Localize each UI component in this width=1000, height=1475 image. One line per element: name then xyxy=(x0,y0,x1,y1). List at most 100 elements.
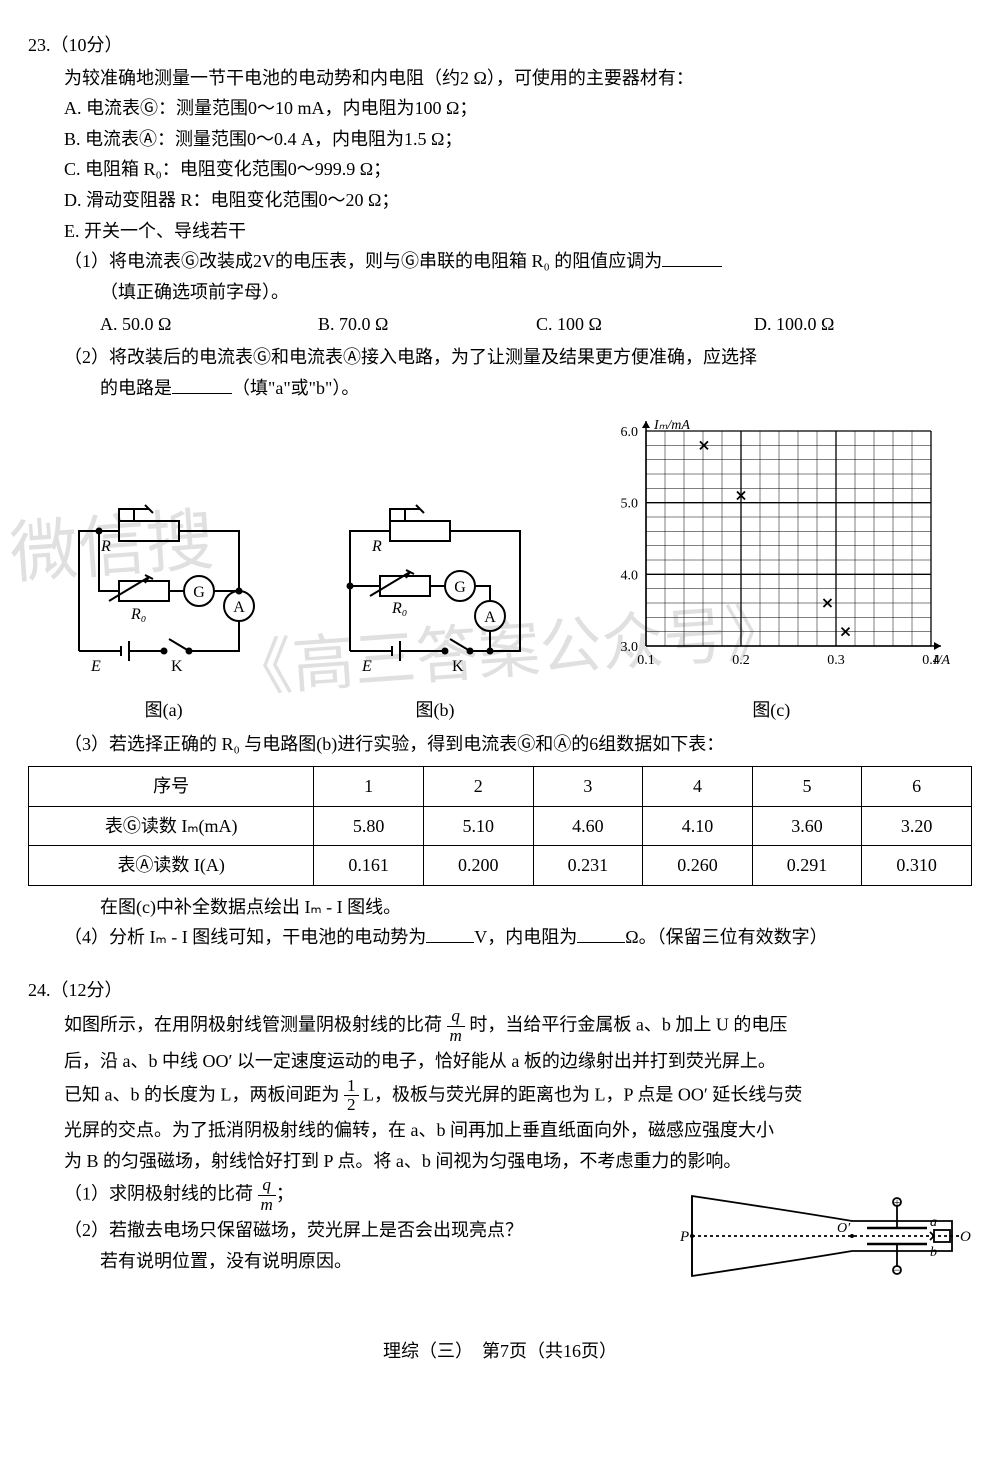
svg-text:G: G xyxy=(193,584,205,601)
opt-d: D. 100.0 Ω xyxy=(754,309,972,340)
q23-p1-options: A. 50.0 Ω B. 70.0 Ω C. 100 Ω D. 100.0 Ω xyxy=(28,309,972,340)
th3: 3 xyxy=(533,766,643,806)
figure-b: G A R R₀ E K 图(b) xyxy=(320,491,550,725)
label-R-b: R xyxy=(371,538,382,555)
label-K-a: K xyxy=(171,658,183,675)
r1c4: 4.10 xyxy=(643,806,753,846)
q23-p2-cont: 的电路是 （填"a"或"b"）。 xyxy=(28,373,972,404)
svg-text:+: + xyxy=(894,1195,901,1209)
frac-qm-1: qm xyxy=(447,1007,465,1046)
r1c3: 4.60 xyxy=(533,806,643,846)
q23-p4c: Ω。（保留三位有效数字） xyxy=(625,927,827,947)
svg-text:0.2: 0.2 xyxy=(733,653,751,668)
label-R0-b: R₀ xyxy=(391,600,407,617)
q23-head: 23.（10分） xyxy=(28,30,972,61)
svg-text:Iₘ/mA: Iₘ/mA xyxy=(653,418,690,433)
label-E-b: E xyxy=(361,658,372,675)
q24-head: 24.（12分） xyxy=(28,975,972,1006)
r1c5: 3.60 xyxy=(752,806,862,846)
q24-p1b: 时，当给平行金属板 a、b 加上 U 的电压 xyxy=(465,1015,788,1035)
frac-qm-2: qm xyxy=(258,1176,276,1215)
q23-p2-b: 的电路是 xyxy=(100,378,172,398)
opt-a: A. 50.0 Ω xyxy=(100,309,318,340)
r2c6: 0.310 xyxy=(862,846,972,886)
data-table: 序号 1 2 3 4 5 6 表Ⓖ读数 Iₘ(mA) 5.80 5.10 4.6… xyxy=(28,766,972,886)
label-b: b xyxy=(930,1245,937,1260)
q23-item-d: D. 滑动变阻器 R：电阻变化范围0～20 Ω； xyxy=(28,185,972,216)
q24-s1: （1）求阴极射线的比荷 qm； xyxy=(28,1176,672,1215)
figure-c: 0.10.20.30.43.04.05.06.0Iₘ/mAI/A 图(c) xyxy=(591,411,951,725)
svg-text:5.0: 5.0 xyxy=(621,497,639,512)
label-E-a: E xyxy=(90,658,101,675)
figcap-a: 图(a) xyxy=(49,695,279,726)
svg-text:I/A: I/A xyxy=(932,653,951,668)
q24-p1a: 如图所示，在用阴极射线管测量阴极射线的比荷 xyxy=(64,1015,447,1035)
q23-item-b: B. 电流表Ⓐ：测量范围0～0.4 A，内电阻为1.5 Ω； xyxy=(28,124,972,155)
opt-b: B. 70.0 Ω xyxy=(318,309,536,340)
q23-item-c: C. 电阻箱 R₀：电阻变化范围0～999.9 Ω； xyxy=(28,154,972,185)
q24-l3: 已知 a、b 的长度为 L，两板间距为 12 L，极板与荧光屏的距离也为 L，P… xyxy=(28,1077,972,1116)
q23-p1: （1）将电流表Ⓖ改装成2V的电压表，则与Ⓖ串联的电阻箱 R₀ 的阻值应调为 xyxy=(28,246,972,277)
blank-emf xyxy=(426,923,474,943)
figcap-c: 图(c) xyxy=(591,695,951,726)
table-row-head: 序号 1 2 3 4 5 6 xyxy=(29,766,972,806)
crt-svg: + − P O′ O a b xyxy=(672,1176,972,1296)
th1: 1 xyxy=(314,766,424,806)
svg-text:3.0: 3.0 xyxy=(621,640,639,655)
svg-text:6.0: 6.0 xyxy=(621,425,639,440)
svg-text:A: A xyxy=(484,609,496,626)
r2c4: 0.260 xyxy=(643,846,753,886)
q24-l4: 光屏的交点。为了抵消阴极射线的偏转，在 a、b 间再加上垂直纸面向外，磁感应强度… xyxy=(28,1115,972,1146)
circuit-a-svg: A G R R₀ xyxy=(49,491,279,681)
r1c0: 表Ⓖ读数 Iₘ(mA) xyxy=(29,806,314,846)
r2c1: 0.161 xyxy=(314,846,424,886)
th6: 6 xyxy=(862,766,972,806)
r2c3: 0.231 xyxy=(533,846,643,886)
blank-r0 xyxy=(662,247,722,267)
blank-rin xyxy=(577,923,625,943)
svg-text:−: − xyxy=(894,1263,901,1277)
q24-p3a: 已知 a、b 的长度为 L，两板间距为 xyxy=(64,1084,344,1104)
q23-p2: （2）将改装后的电流表Ⓖ和电流表Ⓐ接入电路，为了让测量及结果更方便准确，应选择 xyxy=(28,342,972,373)
label-Op: O′ xyxy=(837,1221,851,1236)
q24-s3: 若有说明位置，没有说明原因。 xyxy=(28,1246,672,1277)
figcap-b: 图(b) xyxy=(320,695,550,726)
label-a: a xyxy=(930,1215,937,1230)
q23-item-e: E. 开关一个、导线若干 xyxy=(28,216,972,247)
figures-row: A G R R₀ xyxy=(28,411,972,725)
chart-c-svg: 0.10.20.30.43.04.05.06.0Iₘ/mAI/A xyxy=(591,411,951,681)
q23-p3: （3）若选择正确的 R₀ 与电路图(b)进行实验，得到电流表Ⓖ和Ⓐ的6组数据如下… xyxy=(28,729,972,760)
q23-p4b: V，内电阻为 xyxy=(474,927,577,947)
r1c1: 5.80 xyxy=(314,806,424,846)
q24-l5: 为 B 的匀强磁场，射线恰好打到 P 点。将 a、b 间视为匀强电场，不考虑重力… xyxy=(28,1146,972,1177)
q23-p2-c: （填"a"或"b"）。 xyxy=(232,378,359,398)
q23-p4: （4）分析 Iₘ - I 图线可知，干电池的电动势为V，内电阻为Ω。（保留三位有… xyxy=(28,922,972,953)
q24-l2: 后，沿 a、b 中线 OO′ 以一定速度运动的电子，恰好能从 a 板的边缘射出并… xyxy=(28,1046,972,1077)
q24-p3b: L，极板与荧光屏的距离也为 L，P 点是 OO′ 延长线与荧 xyxy=(359,1084,803,1104)
q23-p1-cont: （填正确选项前字母）。 xyxy=(28,277,972,308)
th5: 5 xyxy=(752,766,862,806)
frac-half: 12 xyxy=(344,1077,359,1116)
th0: 序号 xyxy=(29,766,314,806)
table-row-ig: 表Ⓖ读数 Iₘ(mA) 5.80 5.10 4.60 4.10 3.60 3.2… xyxy=(29,806,972,846)
q23-item-a: A. 电流表Ⓖ：测量范围0～10 mA，内电阻为100 Ω； xyxy=(28,93,972,124)
q24-s2: （2）若撤去电场只保留磁场，荧光屏上是否会出现亮点？ xyxy=(28,1215,672,1246)
th2: 2 xyxy=(423,766,533,806)
label-R-a: R xyxy=(100,538,111,555)
crt-diagram: + − P O′ O a b xyxy=(672,1176,972,1306)
th4: 4 xyxy=(643,766,753,806)
q23-p2-a: （2）将改装后的电流表Ⓖ和电流表Ⓐ接入电路，为了让测量及结果更方便准确，应选择 xyxy=(64,347,757,367)
blank-circuit xyxy=(172,374,232,394)
svg-text:A: A xyxy=(233,599,245,616)
opt-c: C. 100 Ω xyxy=(536,309,754,340)
q23-intro: 为较准确地测量一节干电池的电动势和内电阻（约2 Ω），可使用的主要器材有： xyxy=(28,63,972,94)
r1c6: 3.20 xyxy=(862,806,972,846)
svg-text:0.3: 0.3 xyxy=(828,653,846,668)
svg-text:G: G xyxy=(454,579,466,596)
svg-text:0.1: 0.1 xyxy=(638,653,656,668)
page-footer: 理综（三） 第7页（共16页） xyxy=(28,1336,972,1367)
r1c2: 5.10 xyxy=(423,806,533,846)
r2c0: 表Ⓐ读数 I(A) xyxy=(29,846,314,886)
r2c5: 0.291 xyxy=(752,846,862,886)
q24-l1: 如图所示，在用阴极射线管测量阴极射线的比荷 qm 时，当给平行金属板 a、b 加… xyxy=(28,1007,972,1046)
